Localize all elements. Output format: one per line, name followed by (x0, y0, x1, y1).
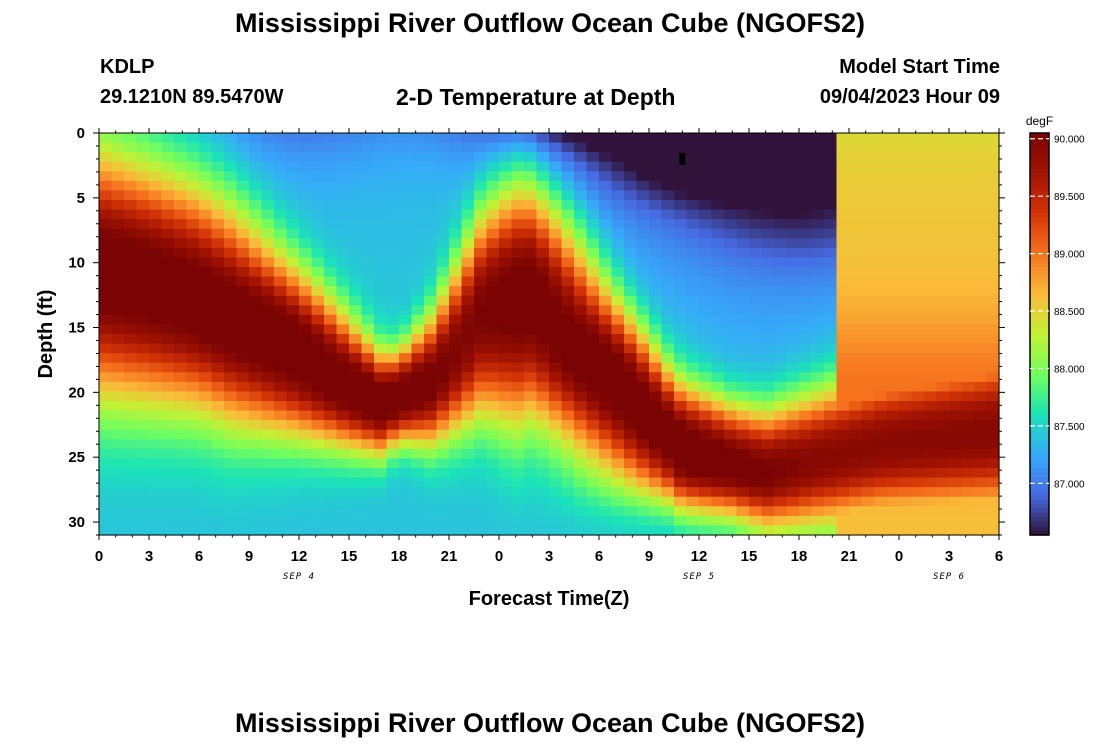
x-tick-label: 9 (245, 548, 253, 565)
x-tick-label: 3 (945, 548, 953, 565)
x-tick-label: 6 (595, 548, 603, 565)
x-tick-label: 6 (995, 548, 1003, 565)
model-start-label: Model Start Time (839, 56, 1000, 78)
colorbar-tick-label: 89.500 (1054, 192, 1085, 203)
x-tick-label: 6 (195, 548, 203, 565)
y-tick-label: 10 (68, 255, 85, 272)
x-tick-label: 15 (341, 548, 358, 565)
station-id: KDLP (100, 56, 155, 78)
heatmap-cells (99, 133, 1000, 536)
x-tick-label: 21 (441, 548, 458, 565)
colorbar-frame (1029, 132, 1050, 536)
x-tick-label: 12 (291, 548, 308, 565)
x-tick-label: 18 (391, 548, 408, 565)
station-coordinates: 29.1210N 89.5470W (100, 86, 284, 108)
heatmap-plot: 0 3 6 9 12 15 18 21 0 3 6 9 12 15 18 21 0 3 6 SEP 4 SEP 5 SEP… (35, 114, 1085, 610)
colorbar-tick-label: 89.000 (1054, 250, 1085, 261)
chart-title: Mississippi River Outflow Ocean Cube (NG… (234, 8, 866, 38)
y-tick-label: 5 (77, 190, 85, 207)
y-tick-label: 0 (77, 125, 85, 142)
colorbar-tick-label: 90.000 (1054, 135, 1085, 146)
x-tick-label: 0 (95, 548, 103, 565)
colorbar-tick-label: 88.000 (1054, 364, 1085, 375)
colorbar-tick-label: 87.500 (1054, 422, 1085, 433)
next-chart-title: Mississippi River Outflow Ocean Cube (NG… (234, 708, 866, 738)
model-start-value: 09/04/2023 Hour 09 (819, 86, 1000, 108)
colorbar-tick-label: 88.500 (1054, 307, 1085, 318)
colorbar-tick-label: 87.000 (1054, 479, 1085, 490)
current-time-marker (679, 152, 686, 165)
x-tick-label: 15 (741, 548, 758, 565)
x-tick-label: 9 (645, 548, 653, 565)
colorbar-gradient (1030, 133, 1049, 536)
y-tick-label: 15 (68, 320, 85, 337)
x-tick-label: 3 (545, 548, 553, 565)
y-tick-label: 25 (68, 449, 85, 466)
y-axis-label: Depth (ft) (35, 290, 57, 379)
chart-subtitle: 2-D Temperature at Depth (396, 84, 676, 110)
date-label: SEP 5 (683, 572, 715, 582)
date-label: SEP 4 (283, 572, 315, 582)
date-label: SEP 6 (933, 572, 965, 582)
x-tick-label: 12 (691, 548, 708, 565)
x-tick-label: 18 (791, 548, 808, 565)
x-tick-label: 0 (895, 548, 903, 565)
colorbar-unit: degF (1026, 114, 1053, 128)
x-axis-label: Forecast Time(Z) (469, 588, 630, 610)
y-tick-label: 30 (68, 514, 85, 531)
x-tick-label: 21 (841, 548, 858, 565)
x-tick-label: 3 (145, 548, 153, 565)
x-tick-label: 0 (495, 548, 503, 565)
y-tick-label: 20 (68, 384, 85, 401)
